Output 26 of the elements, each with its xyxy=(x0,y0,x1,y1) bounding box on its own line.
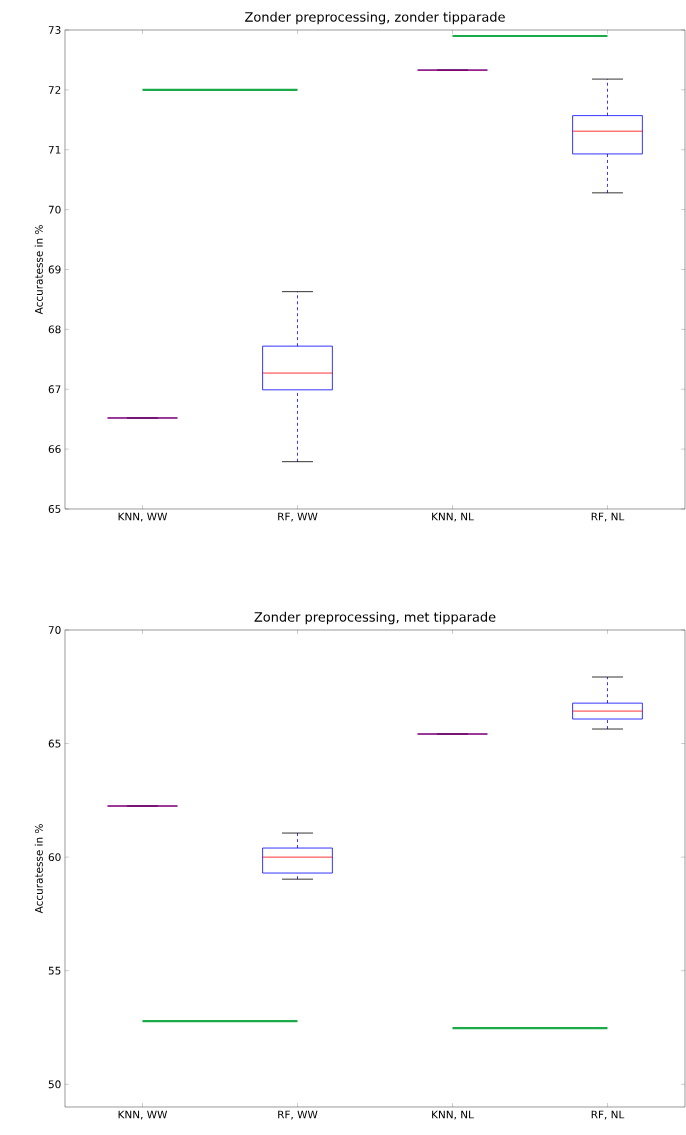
y-tick-label: 55 xyxy=(48,966,61,975)
y-tick-label: 73 xyxy=(48,26,61,34)
x-tick-label: KNN, NL xyxy=(432,1110,474,1120)
x-tick-label: KNN, NL xyxy=(432,512,474,522)
x-tick-label: RF, WW xyxy=(278,512,318,522)
y-tick-label: 66 xyxy=(48,445,61,454)
y-tick-label: 69 xyxy=(48,265,61,274)
y-tick-label: 50 xyxy=(48,1080,61,1089)
y-tick-label: 72 xyxy=(48,85,61,94)
y-tick-label: 71 xyxy=(48,145,61,154)
y-tick-label: 65 xyxy=(48,739,61,748)
y-tick-label: 70 xyxy=(48,205,61,214)
y-axis-title: Accuratesse in % xyxy=(34,824,43,914)
y-axis-title: Accuratesse in % xyxy=(34,225,43,315)
y-tick-label: 65 xyxy=(48,505,61,513)
x-tick-label: RF, NL xyxy=(591,1110,625,1120)
x-tick-label: RF, NL xyxy=(591,512,625,522)
chart-title: Zonder preprocessing, met tipparade xyxy=(254,611,496,625)
x-tick-label: RF, WW xyxy=(278,1110,318,1120)
y-tick-label: 70 xyxy=(48,626,61,634)
y-tick-label: 67 xyxy=(48,385,61,394)
chart-title: Zonder preprocessing, zonder tipparade xyxy=(245,11,505,25)
x-tick-label: KNN, WW xyxy=(118,512,168,522)
x-tick-label: KNN, WW xyxy=(118,1110,168,1120)
y-tick-label: 68 xyxy=(48,325,61,334)
y-tick-label: 60 xyxy=(48,853,61,862)
